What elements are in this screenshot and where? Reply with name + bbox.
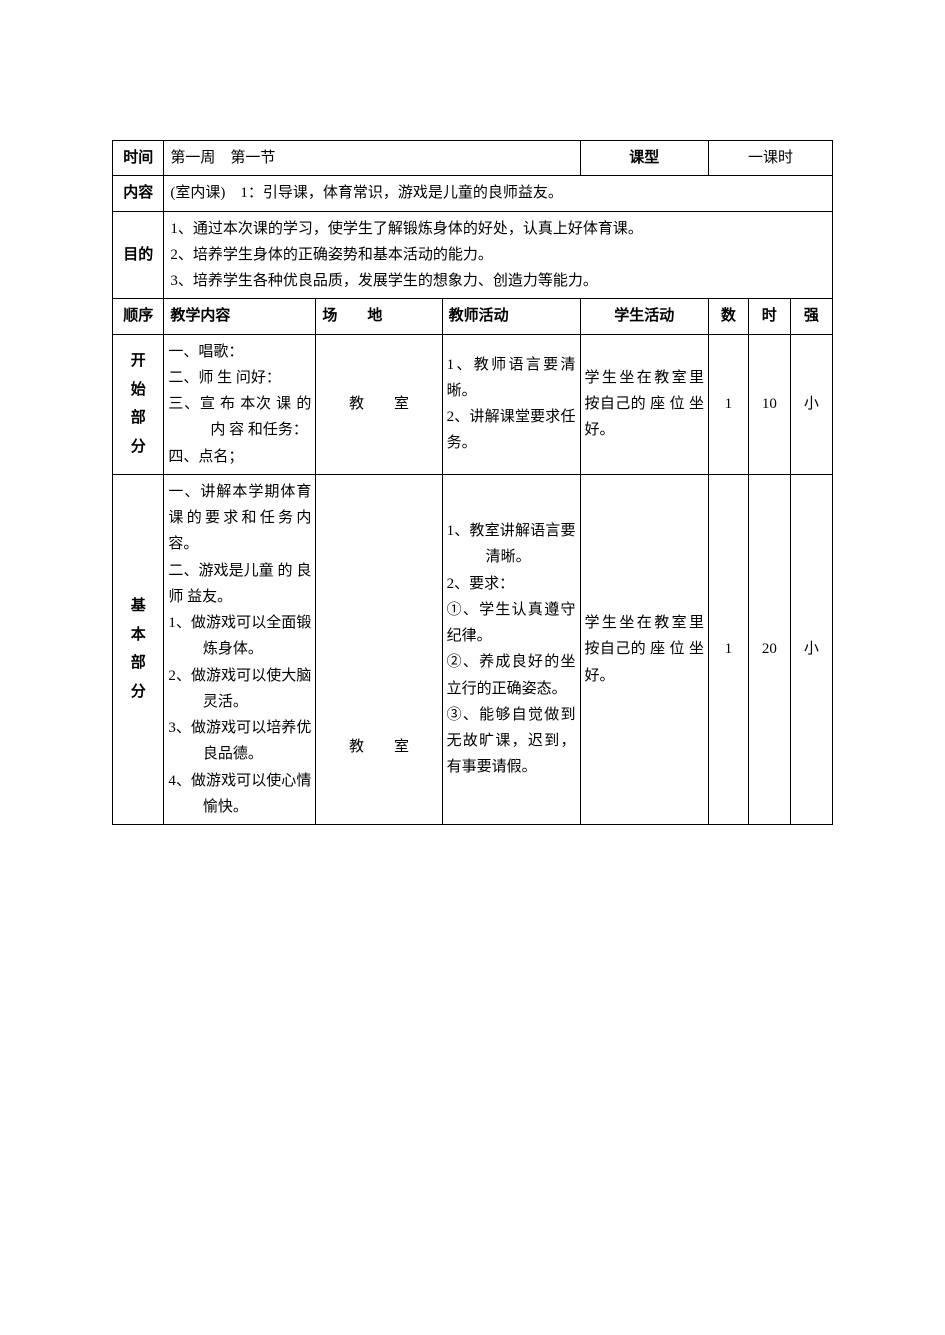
type-label: 课型	[580, 141, 709, 176]
begin-content: 一、唱歌： 二、师 生 问好： 三、宣 布 本次 课 的内 容 和任务： 四、点…	[164, 334, 316, 474]
begin-c1: 一、唱歌：	[168, 339, 311, 365]
begin-c2: 二、师 生 问好：	[168, 365, 311, 391]
goal-2: 2、培养学生身体的正确姿势和基本活动的能力。	[170, 242, 826, 268]
begin-label-4: 分	[119, 433, 157, 462]
lesson-plan-table: 时间 第一周 第一节 课型 一课时 内容 (室内课) 1：引导课，体育常识，游戏…	[112, 140, 833, 825]
basic-p4: 4、做游戏可以使心情愉快。	[168, 768, 311, 821]
begin-strength: 小	[790, 334, 832, 474]
basic-h1: 一、讲解本学期体育课的要求和任务内容。	[168, 479, 311, 558]
begin-student-text: 学生坐在教室里按自己的 座 位 坐好。	[585, 365, 705, 444]
col-place: 场 地	[316, 299, 442, 334]
basic-h2: 二、游戏是儿童 的 良 师 益友。	[168, 558, 311, 611]
col-order: 顺序	[113, 299, 164, 334]
begin-label-3: 部	[119, 404, 157, 433]
begin-c4: 四、点名；	[168, 444, 311, 470]
begin-t1: 1、教师语言要清晰。	[447, 352, 576, 405]
col-time: 时	[748, 299, 790, 334]
section-begin-row: 开 始 部 分 一、唱歌： 二、师 生 问好： 三、宣 布 本次 课 的内 容 …	[113, 334, 833, 474]
basic-t4: ②、养成良好的坐立行的正确姿态。	[447, 649, 576, 702]
header-row-time: 时间 第一周 第一节 课型 一课时	[113, 141, 833, 176]
basic-time: 20	[748, 474, 790, 824]
begin-student: 学生坐在教室里按自己的 座 位 坐好。	[580, 334, 709, 474]
basic-student-text: 学生坐在教室里按自己的 座 位 坐好。	[585, 610, 705, 689]
begin-c3: 三、宣 布 本次 课 的内 容 和任务：	[168, 391, 311, 444]
basic-label-4: 分	[119, 678, 157, 707]
basic-t1: 1、教室讲解语言要清晰。	[447, 518, 576, 571]
begin-count: 1	[709, 334, 749, 474]
basic-p1: 1、做游戏可以全面锻炼身体。	[168, 610, 311, 663]
basic-strength: 小	[790, 474, 832, 824]
content-value: (室内课) 1：引导课，体育常识，游戏是儿童的良师益友。	[164, 176, 833, 211]
begin-label-2: 始	[119, 376, 157, 405]
basic-label-3: 部	[119, 649, 157, 678]
begin-label: 开 始 部 分	[113, 334, 164, 474]
time-label: 时间	[113, 141, 164, 176]
col-teaching-content: 教学内容	[164, 299, 316, 334]
goal-3: 3、培养学生各种优良品质，发展学生的想象力、创造力等能力。	[170, 268, 826, 294]
basic-count: 1	[709, 474, 749, 824]
basic-place: 教 室	[316, 474, 442, 824]
basic-t5: ③、能够自觉做到无故旷课，迟到，有事要请假。	[447, 702, 576, 781]
section-basic-row: 基 本 部 分 一、讲解本学期体育课的要求和任务内容。 二、游戏是儿童 的 良 …	[113, 474, 833, 824]
basic-label-2: 本	[119, 621, 157, 650]
goal-label: 目的	[113, 211, 164, 299]
begin-time: 10	[748, 334, 790, 474]
basic-p2: 2、做游戏可以使大脑灵活。	[168, 663, 311, 716]
col-teacher-activity: 教师活动	[442, 299, 580, 334]
basic-content: 一、讲解本学期体育课的要求和任务内容。 二、游戏是儿童 的 良 师 益友。 1、…	[164, 474, 316, 824]
begin-teacher: 1、教师语言要清晰。 2、讲解课堂要求任务。	[442, 334, 580, 474]
goal-1: 1、通过本次课的学习，使学生了解锻炼身体的好处，认真上好体育课。	[170, 216, 826, 242]
begin-label-1: 开	[119, 347, 157, 376]
column-header-row: 顺序 教学内容 场 地 教师活动 学生活动 数 时 强	[113, 299, 833, 334]
col-student-activity: 学生活动	[580, 299, 709, 334]
basic-label-1: 基	[119, 592, 157, 621]
begin-t2: 2、讲解课堂要求任务。	[447, 404, 576, 457]
basic-t2: 2、要求：	[447, 571, 576, 597]
basic-t3: ①、学生认真遵守纪律。	[447, 597, 576, 650]
type-value: 一课时	[709, 141, 833, 176]
header-row-goal: 目的 1、通过本次课的学习，使学生了解锻炼身体的好处，认真上好体育课。 2、培养…	[113, 211, 833, 299]
goal-value: 1、通过本次课的学习，使学生了解锻炼身体的好处，认真上好体育课。 2、培养学生身…	[164, 211, 833, 299]
basic-teacher: 1、教室讲解语言要清晰。 2、要求： ①、学生认真遵守纪律。 ②、养成良好的坐立…	[442, 474, 580, 824]
time-value: 第一周 第一节	[164, 141, 580, 176]
basic-label: 基 本 部 分	[113, 474, 164, 824]
basic-student: 学生坐在教室里按自己的 座 位 坐好。	[580, 474, 709, 824]
basic-p3: 3、做游戏可以培养优良品德。	[168, 715, 311, 768]
content-label: 内容	[113, 176, 164, 211]
col-count: 数	[709, 299, 749, 334]
begin-place: 教 室	[316, 334, 442, 474]
header-row-content: 内容 (室内课) 1：引导课，体育常识，游戏是儿童的良师益友。	[113, 176, 833, 211]
col-strength: 强	[790, 299, 832, 334]
